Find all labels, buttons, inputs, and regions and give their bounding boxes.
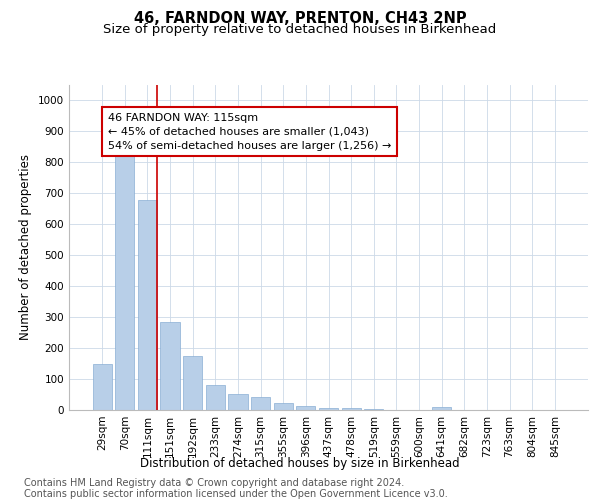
Bar — [229, 394, 248, 410]
Text: Distribution of detached houses by size in Birkenhead: Distribution of detached houses by size … — [140, 458, 460, 470]
Bar — [274, 403, 293, 410]
Text: 46, FARNDON WAY, PRENTON, CH43 2NP: 46, FARNDON WAY, PRENTON, CH43 2NP — [134, 11, 466, 26]
Text: 46 FARNDON WAY: 115sqm
← 45% of detached houses are smaller (1,043)
54% of semi-: 46 FARNDON WAY: 115sqm ← 45% of detached… — [108, 113, 391, 151]
Bar — [92, 364, 112, 410]
Bar — [432, 407, 451, 410]
Bar — [296, 406, 316, 410]
Y-axis label: Number of detached properties: Number of detached properties — [19, 154, 32, 340]
Bar — [183, 356, 202, 410]
Text: Contains HM Land Registry data © Crown copyright and database right 2024.
Contai: Contains HM Land Registry data © Crown c… — [24, 478, 448, 499]
Text: Size of property relative to detached houses in Birkenhead: Size of property relative to detached ho… — [103, 22, 497, 36]
Bar — [138, 200, 157, 410]
Bar — [160, 322, 180, 410]
Bar — [206, 385, 225, 410]
Bar — [115, 154, 134, 410]
Bar — [341, 408, 361, 410]
Bar — [319, 408, 338, 410]
Bar — [251, 397, 270, 410]
